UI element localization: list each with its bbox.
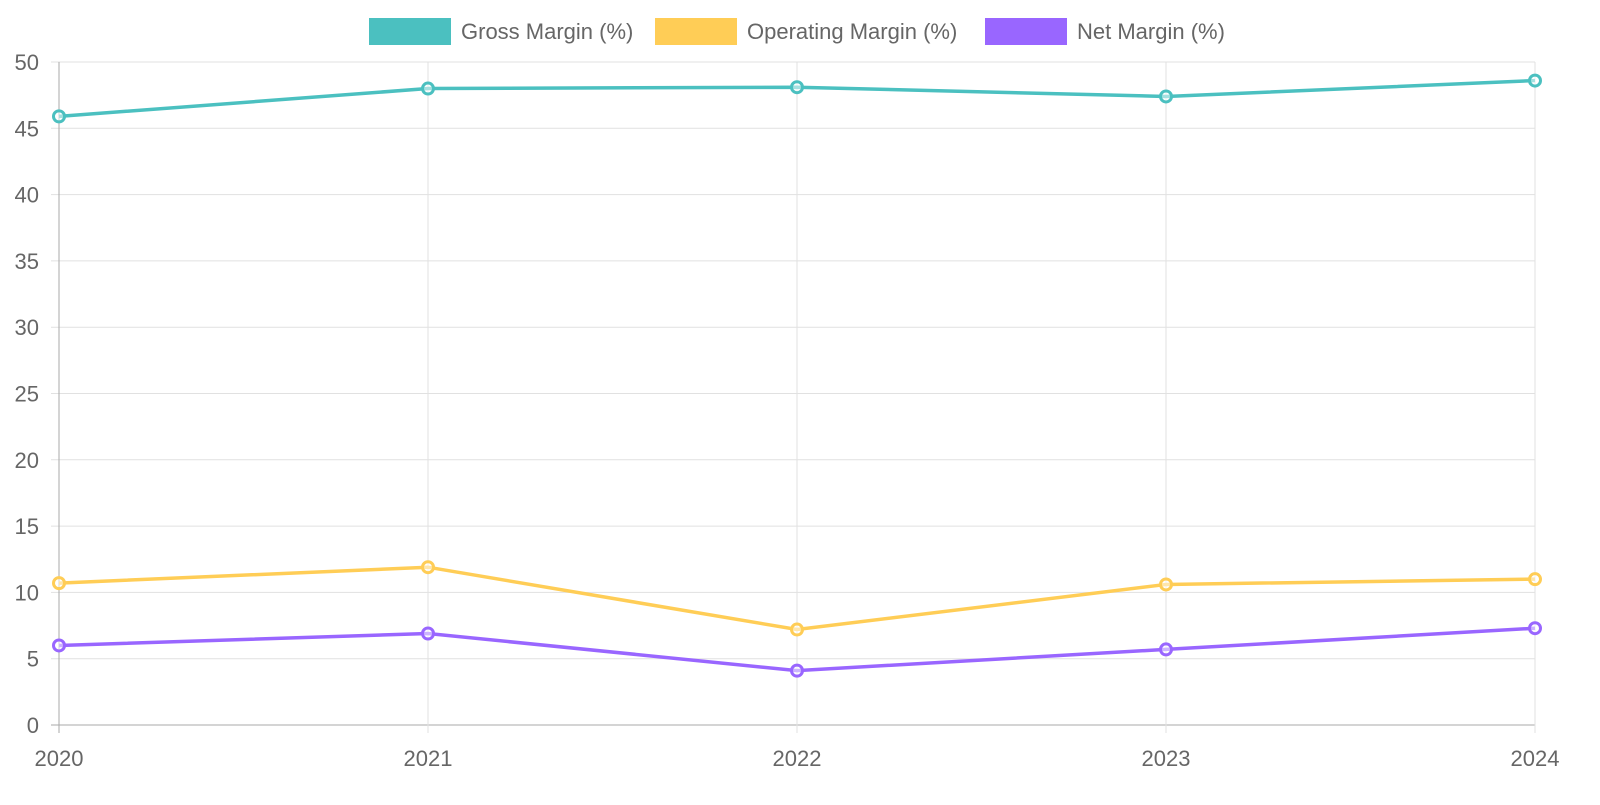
y-tick-label: 20 [15,448,39,473]
data-point [1528,572,1542,587]
y-tick-label: 45 [15,116,39,141]
data-point [52,109,66,124]
y-tick-label: 0 [27,713,39,738]
y-tick-label: 30 [15,315,39,340]
x-tick-label: 2020 [35,746,84,771]
series-1 [52,560,1542,637]
series-2 [52,621,1542,678]
y-tick-label: 5 [27,647,39,672]
data-point [1159,89,1173,104]
data-point [790,80,804,95]
y-tick-label: 25 [15,382,39,407]
data-point [421,560,435,575]
legend-item-2: Net Margin (%) [985,18,1225,45]
data-point [1528,73,1542,88]
series-0 [52,73,1542,124]
data-point [52,638,66,653]
legend-item-1: Operating Margin (%) [655,18,957,45]
legend-item-0: Gross Margin (%) [369,18,633,45]
x-tick-label: 2023 [1142,746,1191,771]
y-tick-label: 40 [15,183,39,208]
grid [51,61,1536,733]
y-tick-label: 35 [15,249,39,274]
legend-label: Net Margin (%) [1077,19,1225,44]
x-tick-label: 2022 [773,746,822,771]
legend-swatch [655,18,737,45]
y-tick-label: 15 [15,514,39,539]
data-point [421,81,435,96]
x-tick-label: 2021 [404,746,453,771]
data-point [1159,577,1173,592]
x-tick-label: 2024 [1511,746,1560,771]
legend-label: Gross Margin (%) [461,19,633,44]
data-point [52,576,66,591]
series-lines [52,73,1542,678]
legend: Gross Margin (%) Operating Margin (%) Net … [369,18,1225,45]
axes: 0 5 10 15 20 25 30 35 40 45 50 2020 2021 2022 2023 2024 [15,50,1560,771]
legend-label: Operating Margin (%) [747,19,957,44]
y-tick-label: 10 [15,580,39,605]
data-point [421,626,435,641]
data-point [790,663,804,678]
y-tick-label: 50 [15,50,39,75]
legend-swatch [369,18,451,45]
data-point [1159,642,1173,657]
data-point [1528,621,1542,636]
legend-swatch [985,18,1067,45]
data-point [790,622,804,637]
